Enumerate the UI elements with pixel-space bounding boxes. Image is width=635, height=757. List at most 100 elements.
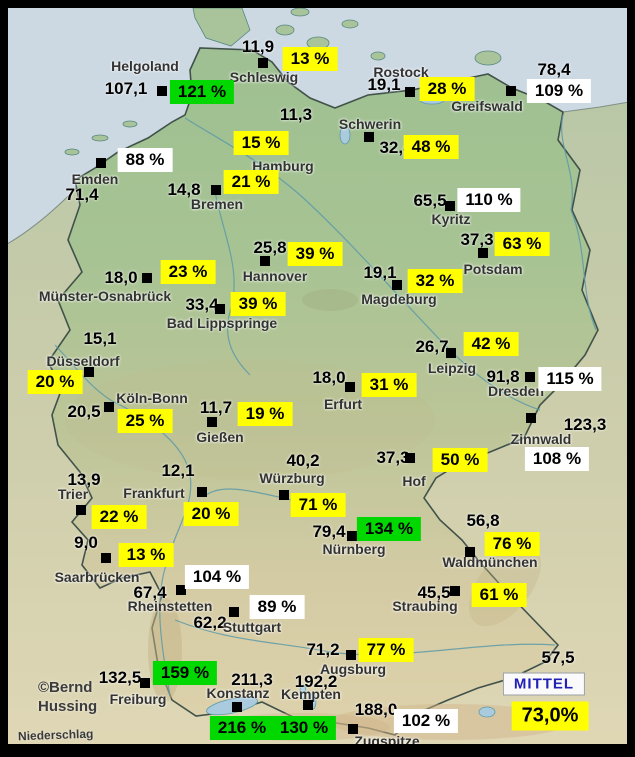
station-percent-badge: 19 % <box>237 402 293 426</box>
station-percent-badge: 130 % <box>271 716 337 740</box>
station-name-label: Rheinstetten <box>127 598 213 614</box>
station-value: 211,3 <box>231 670 273 689</box>
station-value: 13,9 <box>67 470 101 489</box>
station-name-label: Düsseldorf <box>46 353 120 369</box>
station-value: 37,3 <box>460 230 494 249</box>
station-value: 188,0 <box>354 700 398 719</box>
station-name-label: Greifswald <box>451 98 523 114</box>
station-marker-icon <box>260 256 270 266</box>
station-percent-badge: 20 % <box>27 370 83 394</box>
station-percent-badge: 42 % <box>463 332 519 356</box>
station-name-label: Dresden <box>487 383 545 399</box>
station-value: 67,4 <box>133 583 167 602</box>
station-percent-badge: 61 % <box>471 583 527 607</box>
map-subject-label: Niederschlag <box>17 726 94 744</box>
mean-label: MITTEL <box>502 672 586 696</box>
station-percent-badge: 39 % <box>230 292 286 316</box>
station-percent-badge: 63 % <box>494 232 550 256</box>
station-percent-badge: 25 % <box>117 409 173 433</box>
station-value: 19,1 <box>367 75 401 94</box>
station-marker-icon <box>258 58 268 68</box>
copyright-line2: Hussing <box>38 698 98 715</box>
station-percent-badge: 13 % <box>282 47 338 71</box>
station-value: 57,5 <box>541 648 575 667</box>
station-marker-icon <box>142 273 152 283</box>
station-name-label: Schleswig <box>229 69 299 85</box>
station-marker-icon <box>303 700 313 710</box>
station-value: 192,2 <box>294 672 338 691</box>
station-marker-icon <box>157 86 167 96</box>
station-name-label: Hof <box>402 473 426 489</box>
station-marker-icon <box>232 702 242 712</box>
station-percent-badge: 77 % <box>358 638 414 662</box>
station-marker-icon <box>207 417 217 427</box>
station-percent-badge: 48 % <box>403 135 459 159</box>
station-marker-icon <box>279 490 289 500</box>
station-marker-icon <box>104 402 114 412</box>
station-name-label: Leipzig <box>427 360 477 376</box>
copyright-line1: ©Bernd <box>38 679 93 696</box>
station-percent-badge: 32 % <box>407 269 463 293</box>
station-percent-badge: 104 % <box>184 565 250 589</box>
station-name-label: Emden <box>71 171 119 187</box>
station-name-label: Kempten <box>281 686 341 702</box>
station-marker-icon <box>96 158 106 168</box>
station-marker-icon <box>405 453 415 463</box>
station-name-label: Bad Lippspringe <box>166 315 278 331</box>
station-name-label: Magdeburg <box>361 291 437 307</box>
station-value: 15,1 <box>83 329 117 348</box>
station-value: 79,4 <box>312 522 346 541</box>
station-value: 40,2 <box>286 451 320 470</box>
station-percent-badge: 89 % <box>249 595 305 619</box>
station-value: 18,0 <box>104 268 138 287</box>
station-value: 20,5 <box>67 402 101 421</box>
station-marker-icon <box>347 531 357 541</box>
station-marker-icon <box>84 367 94 377</box>
station-value: 71,2 <box>306 640 340 659</box>
station-percent-badge: 13 % <box>118 543 174 567</box>
station-marker-icon <box>526 413 536 423</box>
station-value: 132,5 <box>98 668 142 687</box>
station-value: 45,5 <box>417 583 451 602</box>
station-marker-icon <box>176 585 186 595</box>
station-percent-badge: 28 % <box>419 77 475 101</box>
station-name-label: Konstanz <box>206 685 270 701</box>
station-percent-badge: 20 % <box>183 502 239 526</box>
station-value: 123,3 <box>563 415 607 434</box>
station-marker-icon <box>445 201 455 211</box>
station-value: 25,8 <box>253 238 287 257</box>
station-percent-badge: 134 % <box>356 517 422 541</box>
station-name-label: Gießen <box>196 429 244 445</box>
station-marker-icon <box>101 553 111 563</box>
station-percent-badge: 88 % <box>117 148 173 172</box>
station-marker-icon <box>140 678 150 688</box>
station-value: 18,0 <box>312 368 346 387</box>
station-value: 107,1 <box>104 79 148 98</box>
station-name-label: Bremen <box>190 196 244 212</box>
station-value: 9,0 <box>74 533 98 552</box>
station-value: 56,8 <box>466 511 500 530</box>
station-value: 62,2 <box>193 613 227 632</box>
station-name-label: Hannover <box>242 268 308 284</box>
station-value: 33,4 <box>185 295 219 314</box>
station-value: 14,8 <box>167 180 201 199</box>
station-percent-badge: 21 % <box>223 170 279 194</box>
station-marker-icon <box>76 505 86 515</box>
station-value: 11,3 <box>279 105 313 124</box>
station-name-label: Köln-Bonn <box>116 390 188 406</box>
station-value: 26,7 <box>415 337 449 356</box>
station-percent-badge: 50 % <box>432 448 488 472</box>
station-percent-badge: 71 % <box>290 493 346 517</box>
station-percent-badge: 159 % <box>152 661 218 685</box>
station-name-label: Erfurt <box>323 396 363 412</box>
station-value: 91,8 <box>486 367 520 386</box>
station-value: 78,4 <box>537 60 571 79</box>
station-name-label: Kyritz <box>431 211 471 227</box>
mean-value-badge: 73,0% <box>511 701 589 731</box>
station-marker-icon <box>465 547 475 557</box>
station-name-label: Stuttgart <box>222 619 282 635</box>
station-percent-badge: 108 % <box>524 447 590 471</box>
station-name-label: Saarbrücken <box>54 569 140 585</box>
